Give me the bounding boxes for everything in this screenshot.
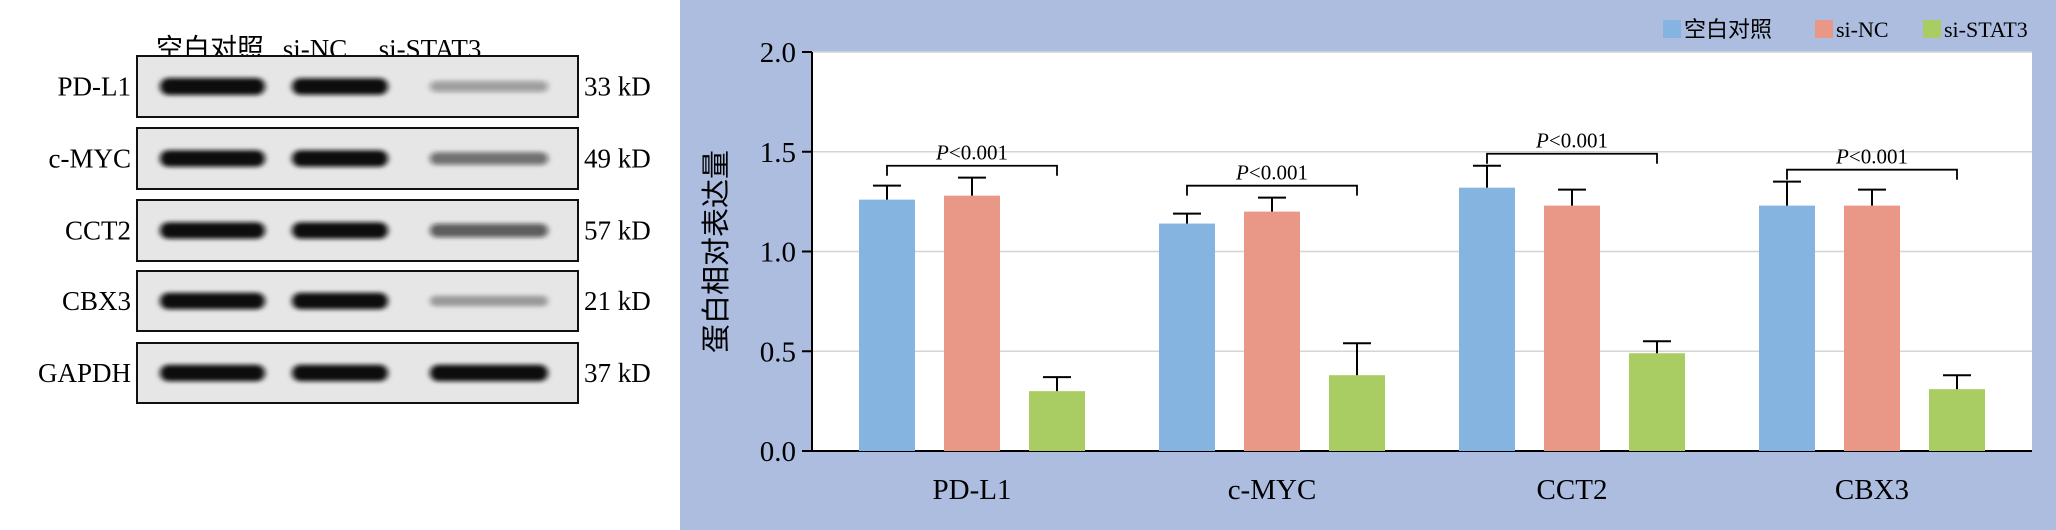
- protein-label: CCT2: [65, 216, 131, 246]
- blot-band: [160, 222, 265, 239]
- protein-label: GAPDH: [38, 358, 131, 388]
- blot-band: [430, 223, 548, 238]
- y-tick-label: 2.0: [760, 37, 796, 69]
- legend-label: si-NC: [1836, 17, 1889, 42]
- y-tick-label: 0.0: [760, 436, 796, 468]
- blot-band: [292, 222, 388, 239]
- legend-swatch: [1815, 20, 1833, 38]
- bar: [859, 199, 915, 451]
- molecular-weight-label: 37 kD: [584, 358, 651, 388]
- p-value-text: <0.001: [1849, 145, 1908, 169]
- p-value-label: P<0.001: [1235, 161, 1308, 185]
- bar: [1329, 375, 1385, 451]
- blot-band: [292, 364, 388, 382]
- y-axis-label: 蛋白相对表达量: [700, 150, 733, 353]
- legend-swatch: [1663, 20, 1681, 38]
- y-tick-label: 0.5: [760, 336, 796, 368]
- molecular-weight-label: 21 kD: [584, 286, 651, 316]
- bar: [1459, 187, 1515, 451]
- blot-band: [160, 150, 265, 167]
- blot-band: [292, 78, 388, 95]
- molecular-weight-label: 49 kD: [584, 144, 651, 174]
- p-value-symbol: P: [1235, 161, 1249, 185]
- blot-band: [430, 364, 548, 382]
- bar: [1844, 205, 1900, 451]
- blot-band: [292, 292, 388, 310]
- p-value-label: P<0.001: [1535, 129, 1608, 153]
- p-value-symbol: P: [1835, 145, 1849, 169]
- molecular-weight-label: 33 kD: [584, 72, 651, 102]
- y-tick-label: 1.0: [760, 237, 796, 269]
- x-tick-label: c-MYC: [1228, 474, 1317, 506]
- x-tick-label: CCT2: [1537, 474, 1608, 506]
- bar: [944, 195, 1000, 451]
- bar: [1759, 205, 1815, 451]
- bar: [1929, 389, 1985, 451]
- blot-band: [430, 81, 548, 92]
- legend-label: 空白对照: [1684, 17, 1772, 42]
- significance-bracket: [1786, 168, 1958, 180]
- significance-bracket: [1486, 152, 1658, 164]
- p-value-text: <0.001: [1549, 129, 1608, 153]
- protein-label: CBX3: [62, 286, 131, 316]
- bar: [1244, 211, 1300, 451]
- protein-label: PD-L1: [58, 72, 132, 102]
- significance-bracket: [1186, 184, 1358, 196]
- bar: [1029, 391, 1085, 451]
- molecular-weight-label: 57 kD: [584, 216, 651, 246]
- bar: [1544, 205, 1600, 451]
- p-value-symbol: P: [935, 141, 949, 165]
- x-tick-label: PD-L1: [933, 474, 1012, 506]
- significance-bracket: [886, 164, 1058, 176]
- bar: [1629, 353, 1685, 451]
- bar-chart-panel: 0.0 0.5 1.0 1.5 2.0 蛋白相对表达量 PD-L1 c-MYC CCT2 CBX3…: [680, 0, 2056, 530]
- blot-band: [292, 150, 388, 167]
- legend-swatch: [1923, 20, 1941, 38]
- p-value-label: P<0.001: [1835, 145, 1908, 169]
- blot-band: [160, 364, 265, 382]
- y-tick-label: 1.5: [760, 137, 796, 169]
- protein-label: c-MYC: [49, 144, 132, 174]
- blot-band: [430, 152, 548, 165]
- blot-band: [430, 295, 548, 307]
- p-value-symbol: P: [1535, 129, 1549, 153]
- x-tick-label: CBX3: [1835, 474, 1909, 506]
- blot-band: [160, 292, 265, 310]
- p-value-text: <0.001: [1249, 161, 1308, 185]
- legend-label: si-STAT3: [1944, 17, 2028, 42]
- p-value-text: <0.001: [949, 141, 1008, 165]
- blot-band: [160, 78, 265, 95]
- bar: [1159, 223, 1215, 451]
- p-value-label: P<0.001: [935, 141, 1008, 165]
